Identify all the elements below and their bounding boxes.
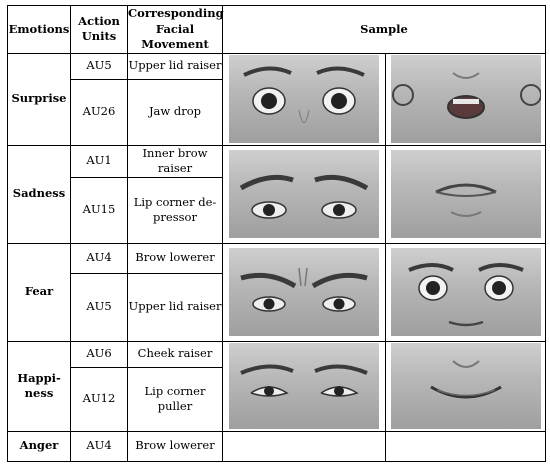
- sample-surprise-mouth: [385, 52, 546, 146]
- header-sample: Sample: [222, 5, 546, 54]
- sample-sadness-mouth: [385, 144, 546, 244]
- movement-cell: Cheek raiser: [127, 340, 223, 368]
- sample-fear-eyes: [385, 242, 546, 342]
- movement-cell: Brow lowerer: [127, 430, 223, 462]
- au-cell: AU12: [70, 366, 128, 432]
- mouth-down-image: [390, 150, 541, 239]
- mouth-open-image: [390, 55, 541, 144]
- eyes-wide-image: [229, 55, 379, 144]
- header-action-units: Action Units: [70, 5, 128, 54]
- emotion-anger: Anger: [7, 430, 71, 462]
- emotion-fear: Fear: [7, 242, 71, 342]
- au-cell: AU4: [70, 430, 128, 462]
- sample-anger-empty: [222, 430, 386, 462]
- movement-cell: Jaw drop: [127, 78, 223, 146]
- header-emotions: Emotions: [7, 5, 71, 54]
- au-cell: AU4: [70, 242, 128, 274]
- sample-fear-brows: [222, 242, 386, 342]
- emotion-sadness: Sadness: [7, 144, 71, 244]
- au-cell: AU15: [70, 176, 128, 244]
- sample-happiness-smile: [385, 340, 546, 432]
- brows-lowered-image: [229, 248, 379, 337]
- movement-cell: Upper lid raiser: [127, 272, 223, 342]
- movement-cell: Upper lid raiser: [127, 52, 223, 80]
- movement-cell: Lip corner de-pressor: [127, 176, 223, 244]
- smile-image: [390, 343, 541, 430]
- emotion-surprise: Surprise: [7, 52, 71, 146]
- header-movement: Corresponding Facial Movement: [127, 5, 224, 54]
- movement-cell: Lip corner puller: [127, 366, 223, 432]
- brows-raised-image: [229, 150, 379, 239]
- action-units-table: Emotions Action Units Corresponding Faci…: [7, 5, 546, 462]
- sample-happiness-eyes: [222, 340, 386, 432]
- movement-cell: Brow lowerer: [127, 242, 223, 274]
- movement-cell: Inner brow raiser: [127, 144, 223, 178]
- emotion-happiness: Happi-ness: [7, 340, 71, 432]
- au-cell: AU5: [70, 272, 128, 342]
- au-cell: AU1: [70, 144, 128, 178]
- au-cell: AU6: [70, 340, 128, 368]
- au-cell: AU5: [70, 52, 128, 80]
- au-cell: AU26: [70, 78, 128, 146]
- sample-sadness-brows: [222, 144, 386, 244]
- eyes-cheek-image: [229, 343, 379, 430]
- sample-surprise-eyes: [222, 52, 386, 146]
- eyes-wide-image: [390, 248, 541, 337]
- sample-anger-empty: [385, 430, 546, 462]
